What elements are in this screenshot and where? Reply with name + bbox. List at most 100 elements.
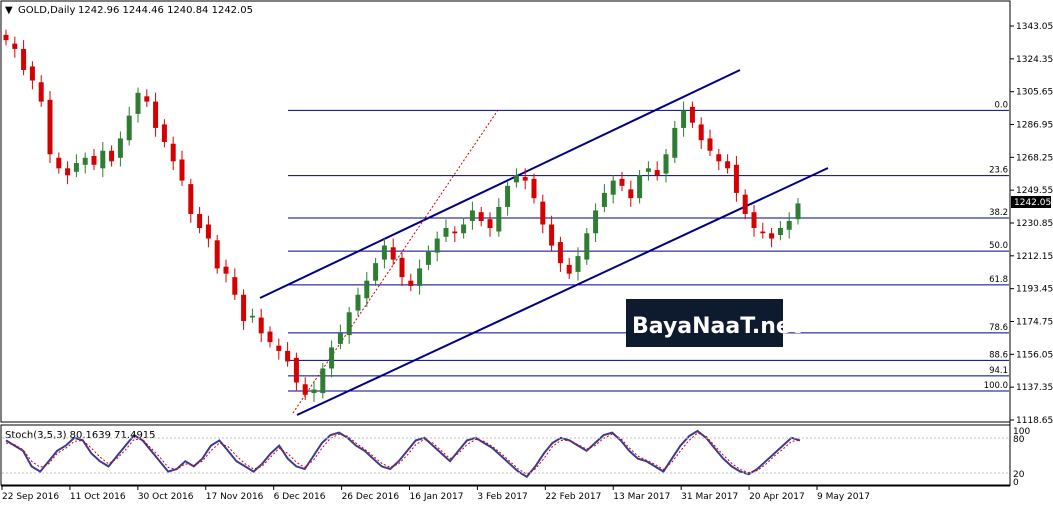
- candle-up: [249, 315, 255, 318]
- price-tick-label: 1268.25: [1016, 153, 1053, 163]
- candle-up: [461, 224, 467, 234]
- price-panel[interactable]: [0, 0, 1011, 423]
- candle-down: [478, 212, 484, 221]
- candle-down: [161, 124, 167, 142]
- price-tick-label: 1118.65: [1016, 416, 1053, 426]
- candle-down: [29, 66, 35, 81]
- candle-down: [557, 242, 563, 264]
- time-tick-label: 31 Mar 2017: [681, 492, 738, 502]
- candle-up: [73, 163, 79, 172]
- candle-up: [637, 175, 643, 199]
- candle-up: [135, 92, 141, 114]
- time-tick-label: 13 Mar 2017: [613, 492, 670, 502]
- candle-up: [320, 368, 326, 394]
- candle-down: [91, 156, 97, 165]
- candle-down: [241, 294, 247, 322]
- candle-down: [549, 224, 555, 246]
- candle-down: [522, 177, 528, 181]
- price-tick-label: 1286.95: [1016, 121, 1053, 131]
- fib-level-label: 88.6: [989, 350, 1008, 360]
- candle-down: [38, 82, 44, 102]
- candle-down: [408, 280, 414, 286]
- candle-up: [355, 294, 361, 311]
- time-tick-label: 11 Oct 2016: [70, 492, 126, 502]
- candle-down: [21, 48, 27, 70]
- fib-level-label: 78.6: [989, 323, 1008, 333]
- candle-up: [610, 180, 616, 195]
- candle-down: [399, 257, 405, 278]
- candlestick-series: [3, 29, 801, 402]
- candle-down: [487, 219, 493, 229]
- candle-down: [302, 384, 308, 395]
- candle-down: [197, 213, 203, 229]
- candle-down: [716, 154, 722, 162]
- candle-down: [232, 277, 238, 295]
- candle-up: [346, 312, 352, 336]
- time-tick-label: 3 Feb 2017: [477, 492, 527, 502]
- candle-down: [654, 170, 660, 176]
- time-tick-label: 9 May 2017: [817, 492, 870, 502]
- current-price-label: 1242.05: [1014, 198, 1051, 208]
- candle-up: [373, 263, 379, 281]
- stoch-scale-20: 20: [1013, 470, 1025, 480]
- candle-up: [417, 268, 423, 286]
- candle-up: [593, 210, 599, 234]
- channel-upper-line[interactable]: [259, 69, 741, 299]
- candle-up: [681, 110, 687, 128]
- price-tick-label: 1193.45: [1016, 285, 1053, 295]
- fib-level-label: 100.0: [984, 381, 1008, 391]
- fib-level-label: 61.8: [989, 275, 1008, 285]
- price-tick-label: 1343.05: [1016, 22, 1053, 32]
- candle-up: [505, 185, 511, 207]
- candle-down: [689, 106, 695, 123]
- price-tick-label: 1249.55: [1016, 186, 1053, 196]
- stoch-scale-80: 80: [1013, 435, 1025, 445]
- candle-up: [364, 280, 370, 299]
- current-price-tag: [1011, 196, 1051, 208]
- candle-down: [214, 240, 220, 269]
- candle-down: [56, 157, 62, 169]
- candle-down: [144, 96, 150, 102]
- candle-down: [707, 138, 713, 151]
- candle-up: [311, 389, 317, 394]
- candle-down: [65, 168, 71, 176]
- channel-lower-line[interactable]: [296, 167, 829, 416]
- candle-up: [601, 192, 607, 207]
- fib-level-label: 23.6: [989, 166, 1008, 176]
- trend-channel[interactable]: [259, 69, 829, 416]
- candle-down: [12, 43, 18, 49]
- candle-up: [425, 250, 431, 265]
- candle-down: [390, 247, 396, 260]
- candle-down: [742, 194, 748, 214]
- candle-down: [725, 161, 731, 169]
- candle-up: [117, 138, 123, 158]
- candle-down: [760, 231, 766, 234]
- time-tick-label: 17 Nov 2016: [206, 492, 264, 502]
- fib-level-label: 94.1: [989, 366, 1008, 376]
- stoch-scale-0: 0: [1013, 478, 1019, 488]
- fib-level-label: 50.0: [989, 241, 1008, 251]
- candle-up: [777, 228, 783, 236]
- candle-up: [100, 150, 106, 169]
- symbol-title: GOLD,Daily: [18, 5, 75, 16]
- candle-down: [47, 99, 53, 155]
- candle-down: [566, 264, 572, 274]
- candle-up: [329, 347, 335, 369]
- candle-up: [795, 203, 801, 220]
- watermark-text: BayaNaaT.net: [632, 314, 802, 339]
- candle-down: [267, 331, 273, 343]
- candle-down: [751, 212, 757, 229]
- candle-up: [337, 333, 343, 344]
- fib-level-label: 0.0: [994, 100, 1008, 110]
- price-tick-label: 1212.15: [1016, 252, 1053, 262]
- price-tick-label: 1156.05: [1016, 350, 1053, 360]
- candle-up: [469, 210, 475, 221]
- menu-arrow-icon[interactable]: ▼: [5, 5, 13, 16]
- fib-trendline[interactable]: [292, 109, 499, 414]
- oscillator-panel[interactable]: [0, 424, 1011, 486]
- candle-down: [223, 266, 229, 274]
- candle-up: [584, 233, 590, 260]
- price-tick-label: 1137.35: [1016, 383, 1053, 393]
- candle-down: [733, 164, 739, 193]
